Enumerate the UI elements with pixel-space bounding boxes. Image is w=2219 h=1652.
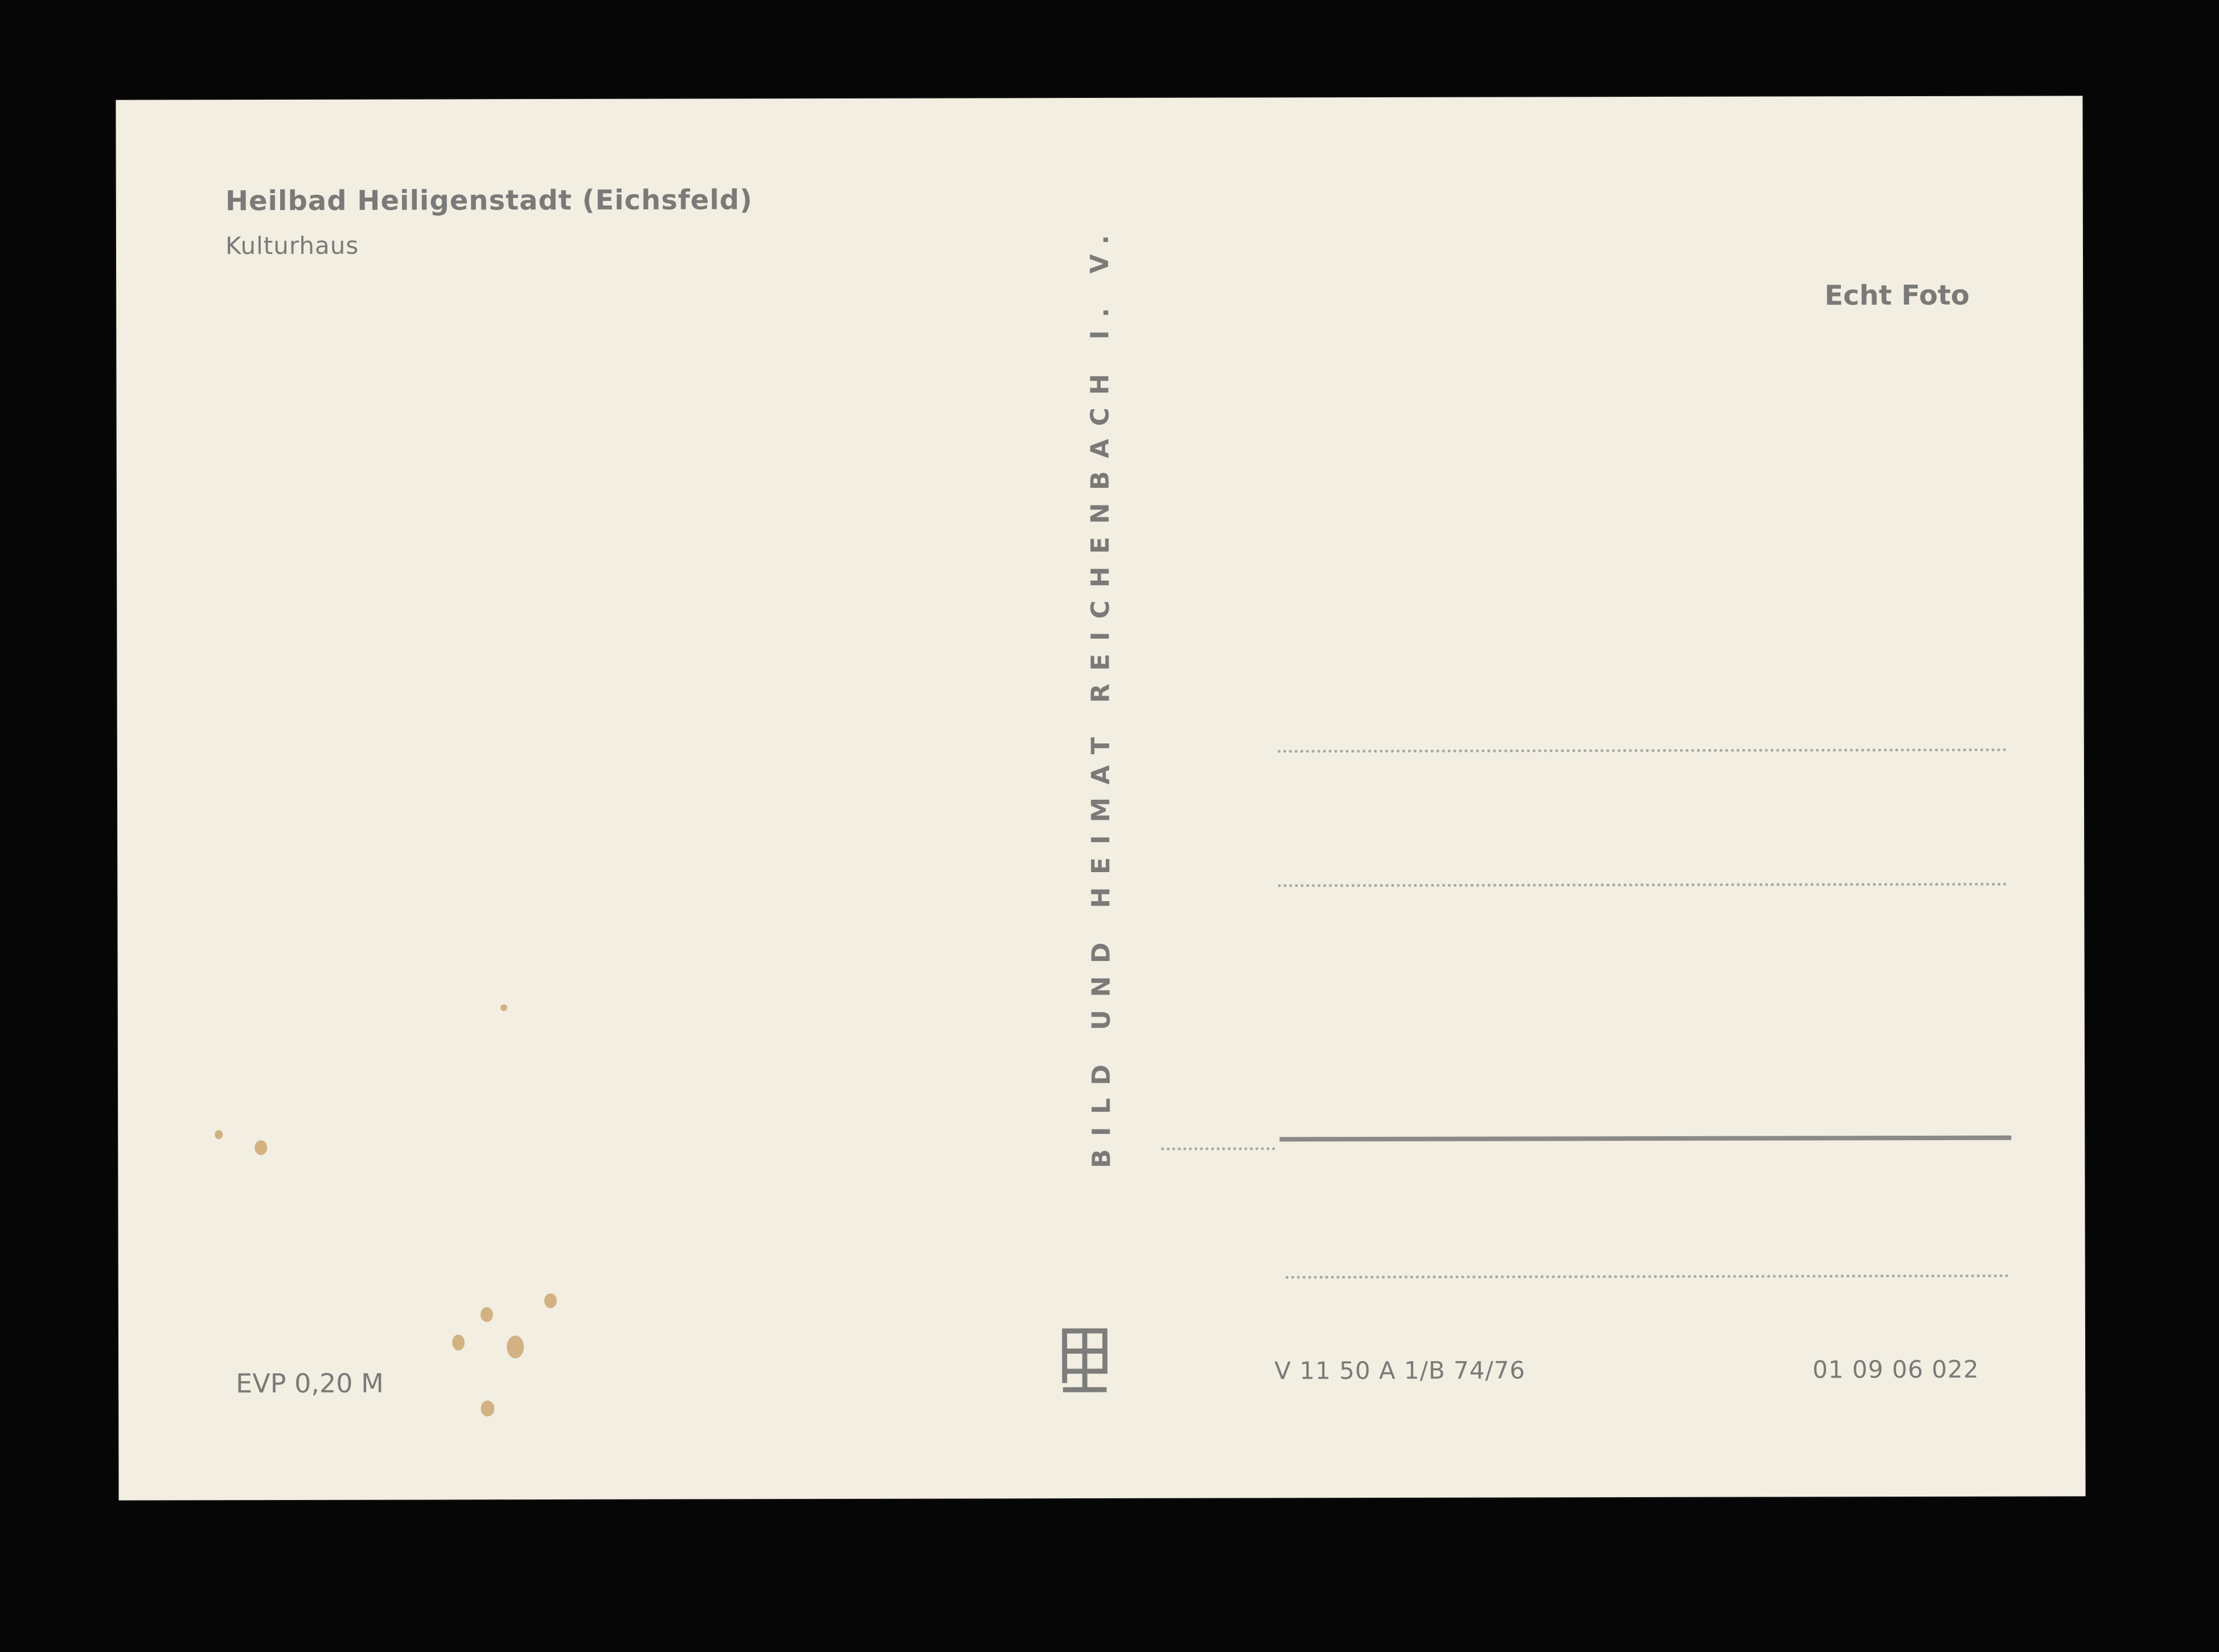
stain bbox=[255, 1140, 268, 1156]
location-subtitle: Kulturhaus bbox=[225, 231, 359, 260]
print-code: V 11 50 A 1/B 74/76 bbox=[1274, 1356, 1525, 1385]
address-line-3-lead bbox=[1161, 1147, 1275, 1150]
address-line-4 bbox=[1285, 1274, 2009, 1279]
address-line-3 bbox=[1279, 1135, 2012, 1142]
publisher-logo-icon bbox=[1062, 1328, 1108, 1392]
publisher-text: BILD UND HEIMAT REICHENBACH I. V. bbox=[1085, 222, 1117, 1169]
stain bbox=[452, 1334, 465, 1351]
address-line-1 bbox=[1277, 748, 2007, 753]
photo-label: Echt Foto bbox=[1824, 279, 1970, 312]
catalog-number: 01 09 06 022 bbox=[1812, 1355, 1979, 1384]
stain bbox=[481, 1400, 495, 1417]
stain bbox=[500, 1004, 507, 1012]
stain bbox=[506, 1335, 524, 1359]
stain bbox=[215, 1130, 223, 1140]
price-label: EVP 0,20 M bbox=[236, 1367, 384, 1399]
location-title: Heilbad Heiligenstadt (Eichsfeld) bbox=[225, 184, 753, 217]
stain bbox=[480, 1307, 493, 1322]
address-line-2 bbox=[1278, 882, 2007, 887]
postcard-back: Heilbad Heiligenstadt (Eichsfeld) Kultur… bbox=[116, 96, 2086, 1501]
stain bbox=[544, 1293, 557, 1309]
